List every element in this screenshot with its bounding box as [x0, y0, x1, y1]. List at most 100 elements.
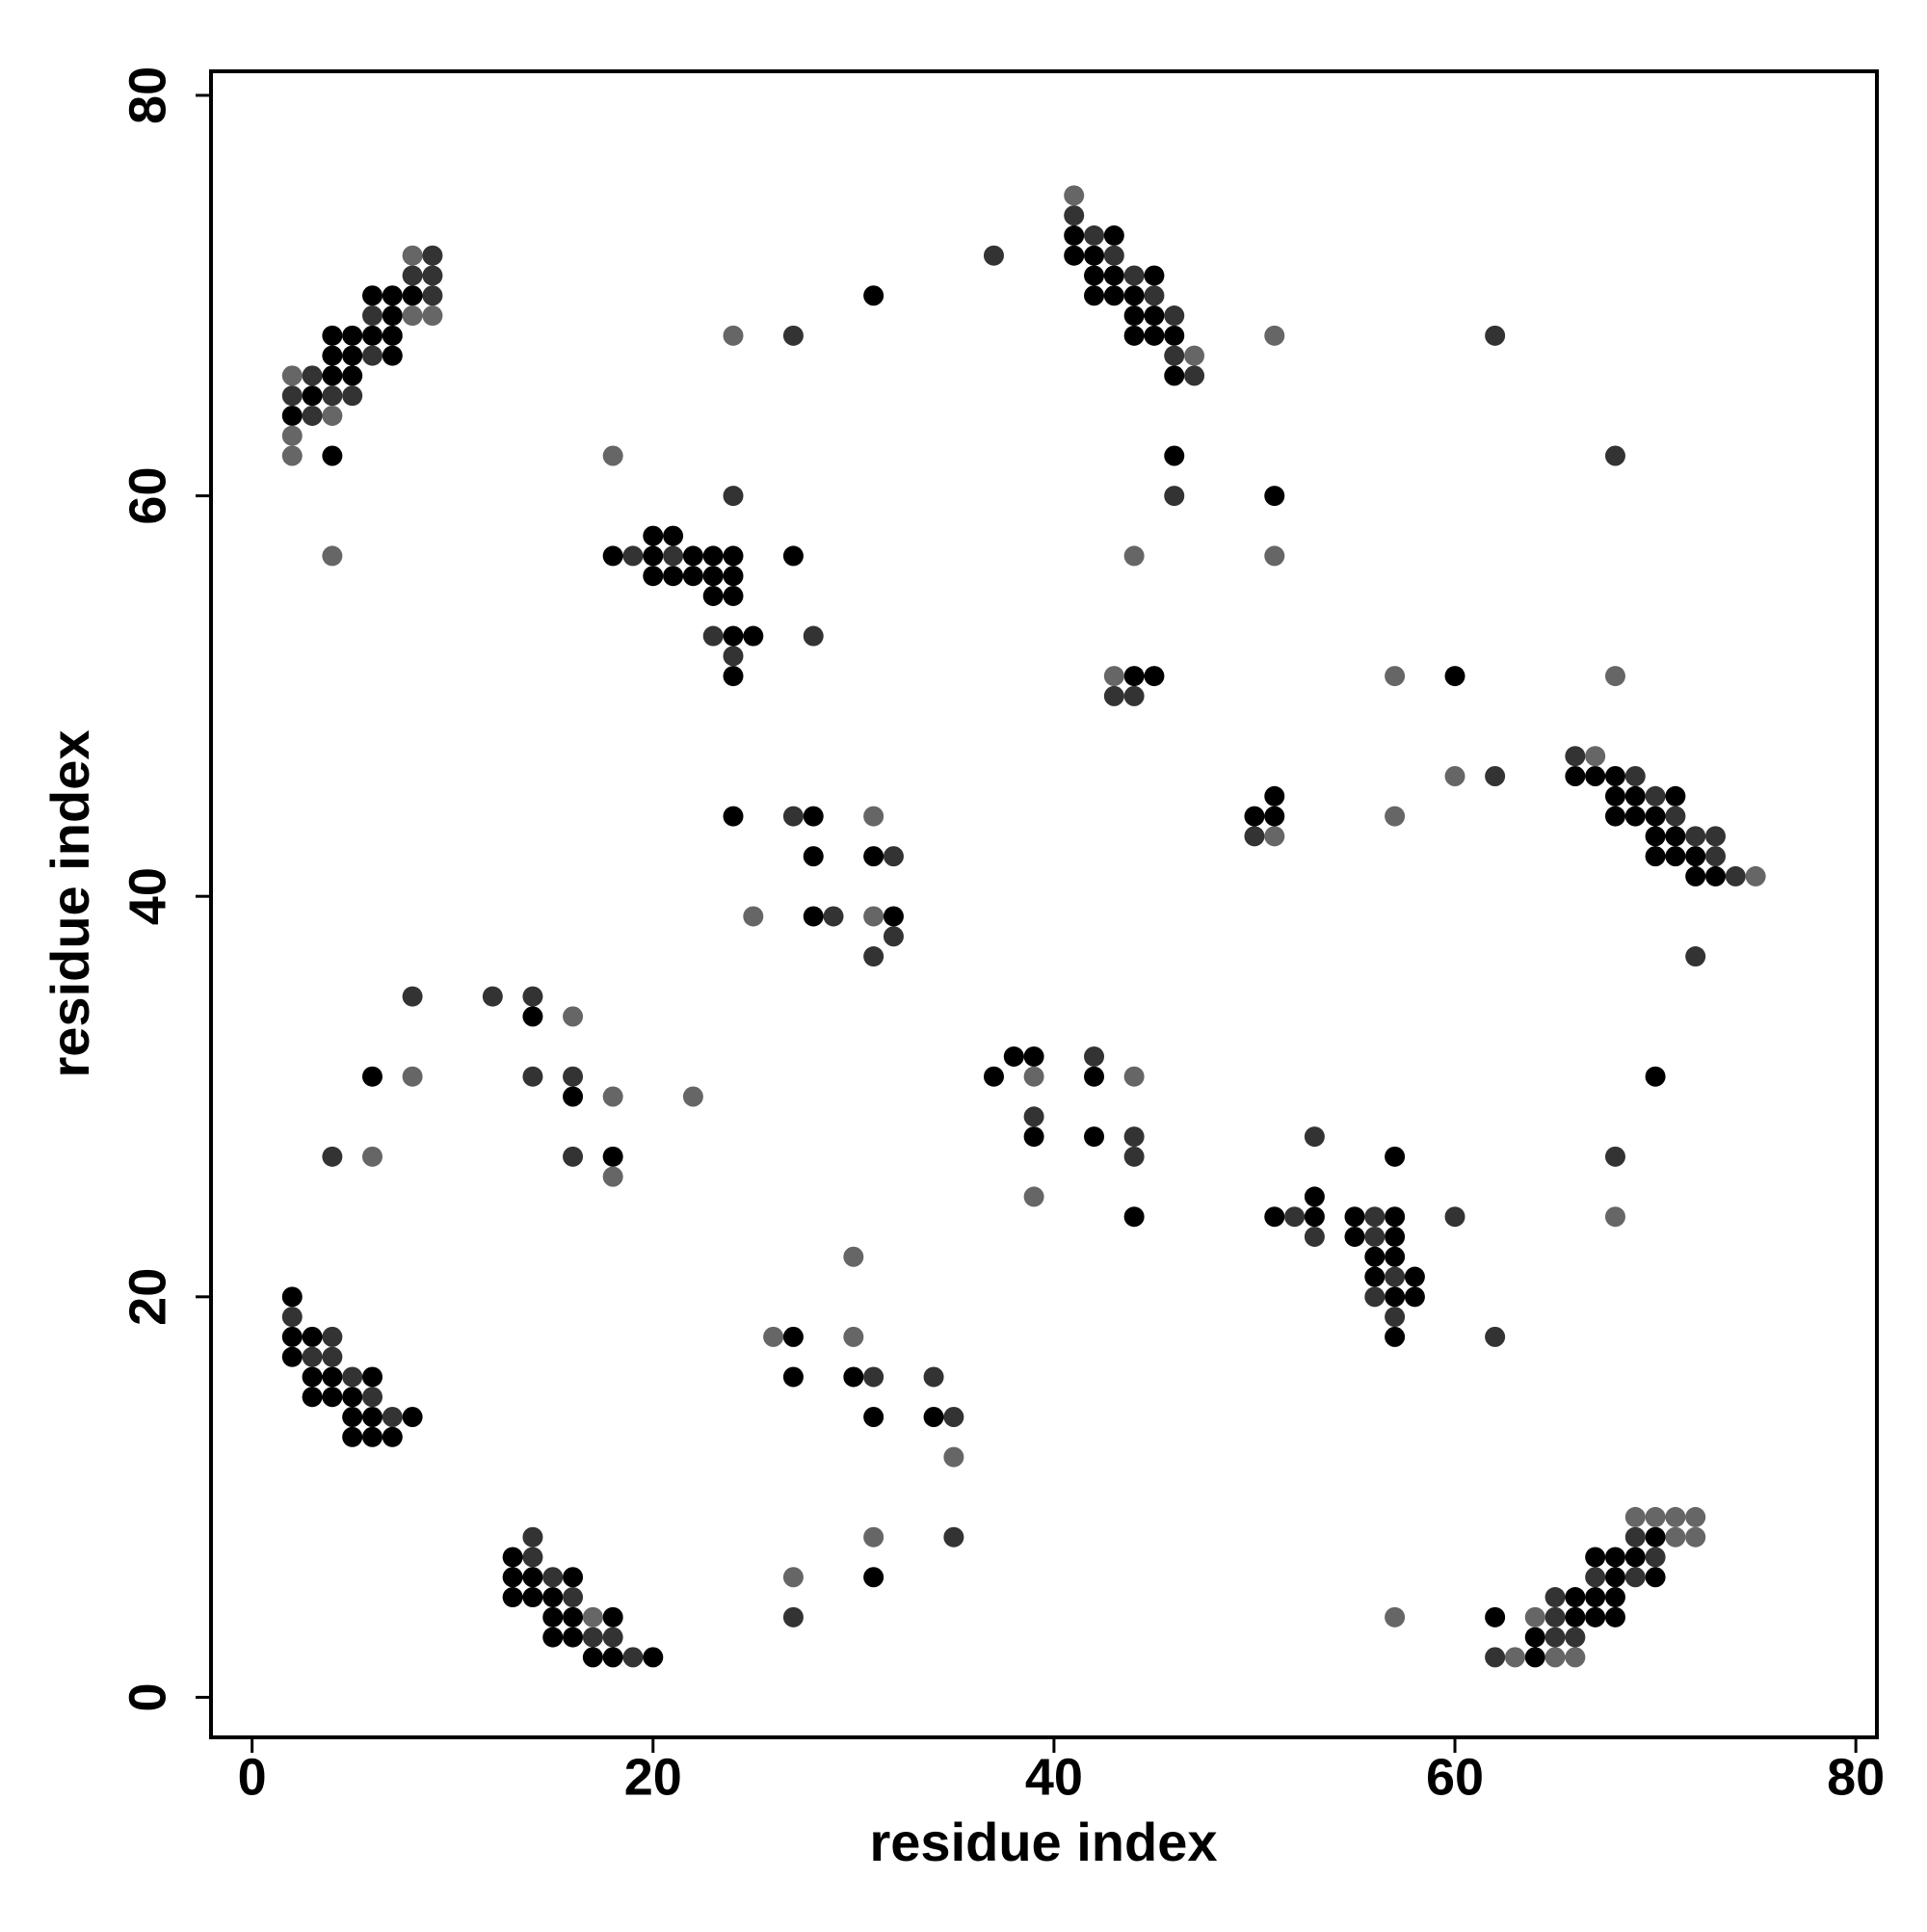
point	[1264, 1206, 1285, 1228]
point	[1385, 1226, 1406, 1247]
point	[361, 1366, 383, 1388]
point	[803, 846, 824, 867]
point	[723, 585, 744, 606]
point	[281, 1286, 303, 1308]
point	[1123, 1066, 1145, 1087]
point	[1385, 666, 1406, 687]
point	[723, 646, 744, 667]
x-tick-label: 40	[1025, 1748, 1083, 1806]
point	[1164, 445, 1185, 466]
point	[1544, 1606, 1566, 1628]
point	[563, 1627, 584, 1648]
point	[782, 1606, 804, 1628]
point	[563, 1606, 584, 1628]
point	[1624, 785, 1646, 807]
point	[1645, 1066, 1666, 1087]
point	[1585, 1567, 1606, 1588]
point	[402, 285, 423, 306]
point	[1123, 666, 1145, 687]
point	[1123, 1206, 1145, 1228]
point	[361, 345, 383, 366]
point	[843, 1366, 864, 1388]
point	[602, 1647, 623, 1668]
point	[1604, 1606, 1625, 1628]
point	[522, 1587, 543, 1608]
point	[1023, 1045, 1044, 1067]
point	[1244, 806, 1265, 827]
point	[602, 1146, 623, 1167]
point	[943, 1407, 964, 1427]
point	[542, 1627, 564, 1648]
point	[1604, 1547, 1625, 1568]
point	[602, 1166, 623, 1187]
point	[322, 1387, 343, 1408]
point	[1123, 545, 1145, 567]
point	[1725, 865, 1746, 887]
point	[1565, 1606, 1586, 1628]
point	[1385, 806, 1406, 827]
point	[1364, 1226, 1386, 1247]
point	[1645, 806, 1666, 827]
point	[1705, 846, 1727, 867]
point	[1264, 806, 1285, 827]
point	[1264, 785, 1285, 807]
point	[1364, 1266, 1386, 1287]
point	[743, 906, 764, 927]
point	[422, 245, 443, 266]
point	[361, 325, 383, 346]
point	[342, 1407, 363, 1427]
point	[1184, 345, 1205, 366]
point	[1645, 826, 1666, 847]
point	[663, 545, 684, 567]
x-tick-label: 0	[238, 1748, 267, 1806]
point	[1264, 826, 1285, 847]
point	[763, 1326, 784, 1347]
point	[1385, 1286, 1406, 1308]
point	[522, 986, 543, 1007]
point	[322, 445, 343, 466]
x-tick-label: 80	[1827, 1748, 1885, 1806]
point	[563, 1066, 584, 1087]
point	[281, 1307, 303, 1328]
point	[1404, 1286, 1425, 1308]
point	[1103, 225, 1124, 246]
point	[1344, 1206, 1365, 1228]
point	[1164, 345, 1185, 366]
point	[1624, 1506, 1646, 1527]
point	[1705, 865, 1727, 887]
point	[723, 545, 744, 567]
point	[1444, 666, 1465, 687]
point	[542, 1567, 564, 1588]
point	[803, 806, 824, 827]
point	[1565, 1647, 1586, 1668]
point	[361, 1066, 383, 1087]
point	[602, 445, 623, 466]
y-tick-label: 60	[119, 467, 176, 525]
point	[1485, 1326, 1506, 1347]
point	[1685, 846, 1706, 867]
point	[702, 566, 724, 587]
point	[302, 1366, 323, 1388]
point	[1745, 865, 1766, 887]
point	[702, 625, 724, 647]
point	[1144, 265, 1165, 286]
point	[342, 1426, 363, 1447]
point	[1604, 1206, 1625, 1228]
point	[1103, 685, 1124, 706]
point	[1364, 1206, 1386, 1228]
point	[522, 1066, 543, 1087]
point	[782, 325, 804, 346]
point	[1084, 225, 1105, 246]
point	[522, 1547, 543, 1568]
point	[1264, 486, 1285, 507]
point	[1103, 265, 1124, 286]
point	[743, 625, 764, 647]
point	[923, 1366, 944, 1388]
x-tick-label: 60	[1426, 1748, 1484, 1806]
point	[1304, 1186, 1325, 1207]
point	[1604, 806, 1625, 827]
point	[1524, 1606, 1545, 1628]
point	[1624, 1547, 1646, 1568]
point	[1244, 826, 1265, 847]
